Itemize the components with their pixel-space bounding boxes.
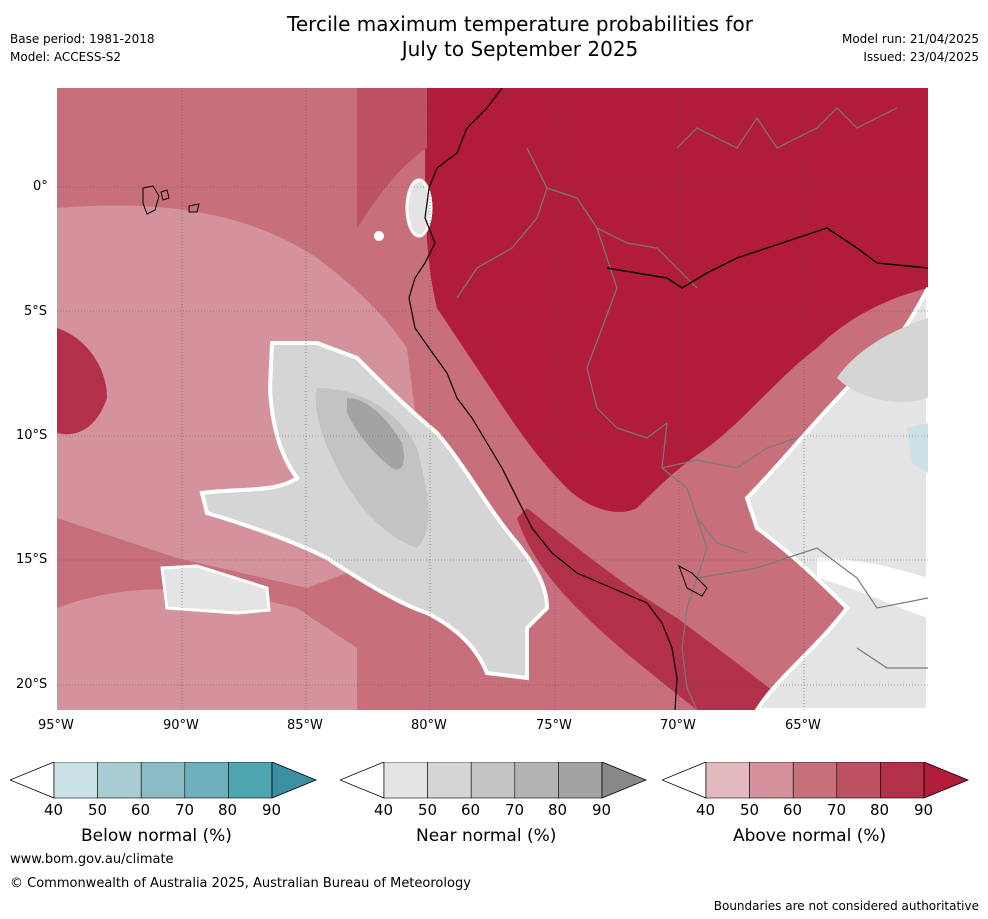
issued-text: Issued: 23/04/2025 xyxy=(863,50,979,64)
near-tick-80: 80 xyxy=(548,801,568,819)
lon-label-75w: 75°W xyxy=(536,718,572,733)
lat-label-10s: 10°S xyxy=(16,428,48,443)
graticule xyxy=(57,88,928,710)
title-line-1: Tercile maximum temperature probabilitie… xyxy=(287,12,753,36)
colorbar-swatch-70-80 xyxy=(514,762,559,799)
base-period-text: Base period: 1981-2018 xyxy=(10,32,155,46)
colorbar-swatch-40-50 xyxy=(383,762,428,799)
colorbar-over-arrow xyxy=(271,762,318,799)
colorbar-swatch-70-80 xyxy=(836,762,881,799)
near-tick-60: 60 xyxy=(461,801,481,819)
below-tick-40: 40 xyxy=(44,801,64,819)
colorbar-swatch-80-90 xyxy=(880,762,925,799)
lon-label-90w: 90°W xyxy=(163,718,199,733)
copyright-text: © Commonwealth of Australia 2025, Austra… xyxy=(10,876,471,891)
above-tick-60: 60 xyxy=(783,801,803,819)
lon-label-70w: 70°W xyxy=(660,718,696,733)
near-normal-east-50-region xyxy=(837,318,928,402)
model-run-text: Model run: 21/04/2025 xyxy=(841,32,979,46)
near-tick-70: 70 xyxy=(505,801,525,819)
lon-label-85w: 85°W xyxy=(287,718,323,733)
below-tick-70: 70 xyxy=(175,801,195,819)
colorbar-swatch-50-60 xyxy=(749,762,794,799)
map-title: Tercile maximum temperature probabilitie… xyxy=(0,12,988,62)
website-link[interactable]: www.bom.gov.au/climate xyxy=(10,852,174,867)
country-borders xyxy=(456,107,928,710)
below-tick-50: 50 xyxy=(88,801,108,819)
colorbar-swatch-50-60 xyxy=(427,762,472,799)
near-normal-coast-patch xyxy=(405,178,433,238)
coastline xyxy=(408,88,678,710)
near-normal-south-patch xyxy=(160,564,271,615)
lat-label-15s: 15°S xyxy=(16,552,48,567)
near-normal-70-region xyxy=(347,398,404,470)
above-tick-80: 80 xyxy=(870,801,890,819)
below-normal-colorbar xyxy=(10,762,318,799)
near-normal-colorbar xyxy=(340,762,648,799)
near-tick-50: 50 xyxy=(418,801,438,819)
below-normal-patch xyxy=(907,423,928,473)
colorbar-swatch-60-70 xyxy=(470,762,516,799)
above-tick-50: 50 xyxy=(740,801,760,819)
above-normal-title: Above normal (%) xyxy=(733,826,887,846)
above-normal-60-south-region xyxy=(57,589,357,710)
colorbar-under-arrow xyxy=(662,762,707,799)
probability-map xyxy=(57,88,928,710)
above-tick-70: 70 xyxy=(827,801,847,819)
colorbar-under-arrow xyxy=(10,762,55,799)
galapagos-islands xyxy=(142,185,200,215)
near-normal-50-region xyxy=(315,388,429,548)
colorbar-swatch-40-50 xyxy=(53,762,98,799)
near-tick-40: 40 xyxy=(374,801,394,819)
title-line-2: July to September 2025 xyxy=(401,37,639,61)
white-pocket xyxy=(374,231,384,241)
colorbar-swatch-80-90 xyxy=(228,762,273,799)
above-normal-90-north-region xyxy=(425,88,928,512)
lat-label-5s: 5°S xyxy=(24,304,48,319)
below-tick-80: 80 xyxy=(218,801,238,819)
lat-label-20s: 20°S xyxy=(16,677,48,692)
above-normal-80-west-region xyxy=(57,328,107,435)
lon-label-80w: 80°W xyxy=(411,718,447,733)
colorbar-swatch-50-60 xyxy=(97,762,142,799)
above-normal-80-coast-region xyxy=(357,88,427,228)
near-normal-title: Near normal (%) xyxy=(416,826,557,846)
lat-label-0: 0° xyxy=(33,179,48,194)
colorbar-over-arrow xyxy=(923,762,970,799)
colorbar-swatch-60-70 xyxy=(140,762,186,799)
disclaimer-text: Boundaries are not considered authoritat… xyxy=(713,899,979,913)
colorbar-over-arrow xyxy=(601,762,648,799)
amazon-river xyxy=(606,227,928,289)
below-tick-90: 90 xyxy=(262,801,282,819)
below-normal-title: Below normal (%) xyxy=(81,826,232,846)
above-tick-40: 40 xyxy=(696,801,716,819)
colorbar-under-arrow xyxy=(340,762,385,799)
colorbar-swatch-80-90 xyxy=(558,762,603,799)
colorbar-swatch-70-80 xyxy=(184,762,229,799)
lon-label-65w: 65°W xyxy=(785,718,821,733)
above-normal-colorbar xyxy=(662,762,970,799)
colorbar-swatch-40-50 xyxy=(705,762,750,799)
near-tick-90: 90 xyxy=(592,801,612,819)
colorbar-swatch-60-70 xyxy=(792,762,838,799)
above-tick-90: 90 xyxy=(914,801,934,819)
lon-label-95w: 95°W xyxy=(38,718,74,733)
above-normal-80-andes-region xyxy=(517,508,797,710)
lake-titicaca xyxy=(678,564,708,597)
below-tick-60: 60 xyxy=(131,801,151,819)
model-text: Model: ACCESS-S2 xyxy=(10,50,122,64)
